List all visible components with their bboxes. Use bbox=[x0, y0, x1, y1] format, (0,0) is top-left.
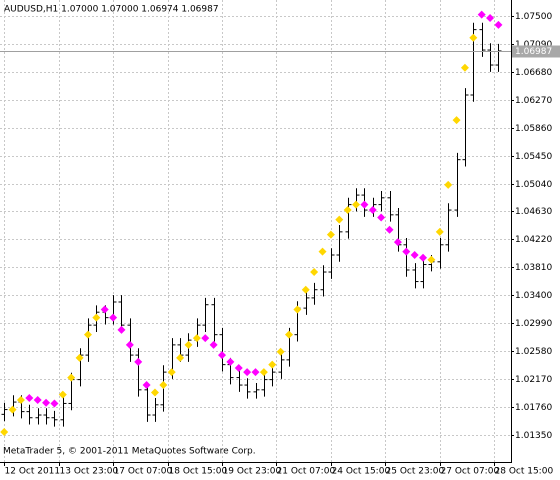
indicator-dot bbox=[184, 340, 193, 349]
indicator-dot bbox=[25, 393, 34, 402]
x-tick-label: 25 Oct 23:00 bbox=[386, 467, 445, 477]
x-tick-label: 12 Oct 2011 bbox=[5, 467, 61, 477]
indicator-dot bbox=[494, 20, 503, 29]
indicator-dot bbox=[477, 10, 486, 19]
y-tick-label: 1.04220 bbox=[515, 235, 552, 245]
plot bbox=[0, 10, 511, 437]
indicator-dot bbox=[33, 396, 42, 405]
indicator-dot bbox=[393, 238, 402, 247]
indicator-dot bbox=[150, 388, 159, 397]
y-tick-label: 1.05860 bbox=[515, 124, 552, 134]
x-tick-label: 19 Oct 23:00 bbox=[223, 467, 282, 477]
y-tick-label: 1.06680 bbox=[515, 68, 552, 78]
x-tick-label: 27 Oct 07:00 bbox=[441, 467, 500, 477]
indicator-dot bbox=[109, 313, 118, 322]
indicator-dot bbox=[251, 368, 260, 377]
indicator-dot bbox=[159, 381, 168, 390]
indicator-dot bbox=[427, 255, 436, 264]
indicator-dot bbox=[360, 200, 369, 209]
x-tick-label: 18 Oct 15:00 bbox=[169, 467, 228, 477]
indicator-dot bbox=[310, 268, 319, 277]
indicator-dot bbox=[259, 368, 268, 377]
indicator-dot bbox=[234, 364, 243, 373]
x-tick-label: 17 Oct 07:00 bbox=[114, 467, 173, 477]
indicator-dot bbox=[352, 200, 361, 209]
indicator-dot bbox=[192, 334, 201, 343]
indicator-dot bbox=[368, 206, 377, 215]
y-tick-label: 1.01760 bbox=[515, 403, 552, 413]
grid bbox=[0, 0, 511, 462]
indicator-dot bbox=[42, 398, 51, 407]
indicator-dot bbox=[176, 353, 185, 362]
indicator-dot bbox=[419, 253, 428, 262]
indicator-dot bbox=[217, 351, 226, 360]
indicator-dot bbox=[100, 305, 109, 314]
indicator-dot bbox=[201, 334, 210, 343]
indicator-dot bbox=[67, 373, 76, 382]
indicator-dot bbox=[58, 390, 67, 399]
price-label: 1.06987 bbox=[515, 47, 552, 57]
indicator-dot bbox=[486, 14, 495, 23]
indicator-dot bbox=[83, 330, 92, 339]
indicator-dot bbox=[452, 116, 461, 125]
indicator-dot bbox=[335, 215, 344, 224]
y-tick-label: 1.02580 bbox=[515, 347, 552, 357]
indicator-dot bbox=[402, 247, 411, 256]
y-tick-label: 1.07500 bbox=[515, 12, 552, 22]
indicator-dot bbox=[142, 381, 151, 390]
y-tick-label: 1.05040 bbox=[515, 180, 552, 190]
y-tick-label: 1.01350 bbox=[515, 431, 552, 441]
indicator-dot bbox=[385, 225, 394, 234]
y-tick-label: 1.07090 bbox=[515, 40, 552, 50]
indicator-dot bbox=[243, 368, 252, 377]
indicator-dot bbox=[444, 180, 453, 189]
indicator-dot bbox=[301, 285, 310, 294]
indicator-dot bbox=[167, 368, 176, 377]
credit: MetaTrader 5, © 2001-2011 MetaQuotes Sof… bbox=[3, 447, 256, 457]
y-tick-label: 1.03810 bbox=[515, 263, 552, 273]
indicator-dot bbox=[16, 396, 25, 405]
indicator-dot bbox=[268, 360, 277, 369]
x-tick-label: 21 Oct 07:00 bbox=[277, 467, 336, 477]
indicator-dot bbox=[50, 399, 59, 408]
indicator-dot bbox=[460, 63, 469, 72]
indicator-dot bbox=[318, 247, 327, 256]
indicator-dot bbox=[209, 340, 218, 349]
indicator-dot bbox=[293, 305, 302, 314]
indicator-dot bbox=[276, 347, 285, 356]
x-tick-label: 24 Oct 15:00 bbox=[332, 467, 391, 477]
indicator-dot bbox=[92, 313, 101, 322]
y-tick-label: 1.02990 bbox=[515, 319, 552, 329]
axis-labels: 1.07500 1.07090 1.06680 1.06270 1.05860 1.054… bbox=[4, 12, 560, 477]
indicator-dot bbox=[75, 353, 84, 362]
x-tick-label: 28 Oct 15:00 bbox=[495, 467, 554, 477]
indicator-dot bbox=[410, 251, 419, 260]
indicator-dot bbox=[125, 340, 134, 349]
y-tick-label: 1.02170 bbox=[515, 375, 552, 385]
indicator-dot bbox=[117, 325, 126, 334]
y-tick-label: 1.03400 bbox=[515, 291, 552, 301]
indicator-dot bbox=[343, 206, 352, 215]
indicator-dot bbox=[0, 428, 9, 437]
indicator-dot bbox=[435, 227, 444, 236]
indicator-dot bbox=[377, 213, 386, 222]
y-tick-label: 1.06270 bbox=[515, 96, 552, 106]
indicator-dot bbox=[8, 405, 17, 414]
x-tick-label: 13 Oct 23:00 bbox=[60, 467, 119, 477]
indicator-dot bbox=[285, 330, 294, 339]
price-box bbox=[512, 45, 560, 58]
indicator-dot bbox=[469, 33, 478, 42]
chart-title: AUDUSD,H1 1.07000 1.07000 1.06974 1.0698… bbox=[4, 5, 219, 15]
indicator-dot bbox=[226, 357, 235, 366]
indicator-dot bbox=[326, 230, 335, 239]
y-tick-label: 1.05450 bbox=[515, 152, 552, 162]
indicator-dot bbox=[134, 357, 143, 366]
y-tick-label: 1.04630 bbox=[515, 207, 552, 217]
